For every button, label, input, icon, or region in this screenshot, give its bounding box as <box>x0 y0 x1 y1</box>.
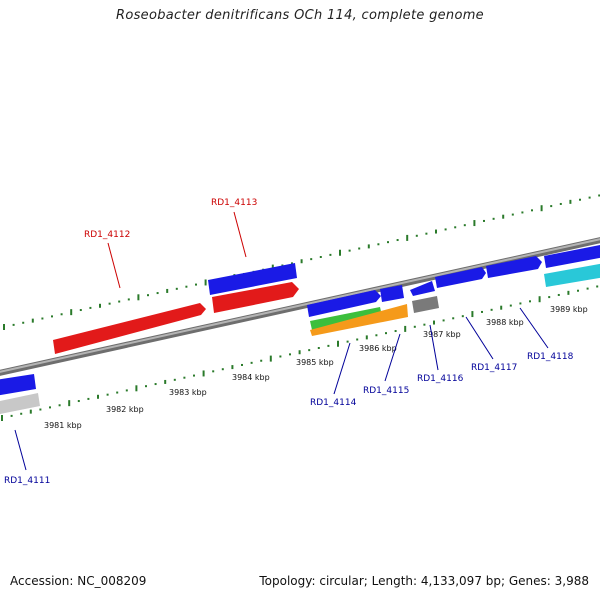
gene-label-rd1-4117[interactable]: RD1_4117 <box>471 363 517 373</box>
kbp-label: 3981 kbp <box>44 421 82 430</box>
kbp-label: 3989 kbp <box>550 305 588 314</box>
lower-tick-track <box>1 285 599 421</box>
gene-rd1-4116-gray[interactable] <box>412 296 439 313</box>
gene-label-rd1-4118[interactable]: RD1_4118 <box>527 352 574 362</box>
kbp-labels: 3981 kbp 3982 kbp 3983 kbp 3984 kbp 3985… <box>44 305 588 430</box>
gene-rd1-4115-orange[interactable] <box>310 304 408 336</box>
genome-backbone <box>0 237 600 376</box>
gene-cyan[interactable] <box>544 263 600 287</box>
gene-rd1-4113-red[interactable] <box>212 282 299 313</box>
gene-rd1-4112[interactable] <box>53 303 206 354</box>
gene-rd1-4116-blue[interactable] <box>410 281 435 296</box>
gene-rd1-4117[interactable] <box>435 267 486 288</box>
gene-rd1-4114-green[interactable] <box>310 307 382 330</box>
kbp-label: 3985 kbp <box>296 358 334 367</box>
kbp-label: 3987 kbp <box>423 330 461 339</box>
gene-right-blue[interactable] <box>544 244 600 268</box>
kbp-label: 3983 kbp <box>169 388 207 397</box>
genome-stats-text: Topology: circular; Length: 4,133,097 bp… <box>259 574 589 588</box>
gene-rd1-4114-blue[interactable] <box>307 290 381 317</box>
gene-small-blue[interactable] <box>380 285 404 302</box>
gene-label-rd1-4114[interactable]: RD1_4114 <box>310 398 357 408</box>
kbp-label: 3986 kbp <box>359 344 397 353</box>
kbp-label: 3988 kbp <box>486 318 524 327</box>
kbp-label: 3982 kbp <box>106 405 144 414</box>
gene-label-rd1-4115[interactable]: RD1_4115 <box>363 386 409 396</box>
gene-rd1-4118[interactable] <box>486 256 542 278</box>
gene-rd1-4113-blue[interactable] <box>208 263 297 295</box>
gene-leader-lines <box>14 211 549 471</box>
gene-labels: RD1_4111 RD1_4112 RD1_4113 RD1_4114 RD1_… <box>4 198 574 486</box>
gene-label-rd1-4116[interactable]: RD1_4116 <box>417 374 464 384</box>
gene-features <box>0 244 600 415</box>
gene-label-rd1-4113[interactable]: RD1_4113 <box>211 198 257 208</box>
upper-tick-track <box>3 194 600 330</box>
gene-label-rd1-4111[interactable]: RD1_4111 <box>4 476 50 486</box>
map-title: Roseobacter denitrificans OCh 114, compl… <box>116 8 484 23</box>
gene-rd1-4111-blue[interactable] <box>0 374 36 396</box>
gene-rd1-4111-gray[interactable] <box>0 393 40 415</box>
gene-label-rd1-4112[interactable]: RD1_4112 <box>84 230 130 240</box>
accession-text: Accession: NC_008209 <box>10 574 147 588</box>
kbp-label: 3984 kbp <box>232 373 270 382</box>
